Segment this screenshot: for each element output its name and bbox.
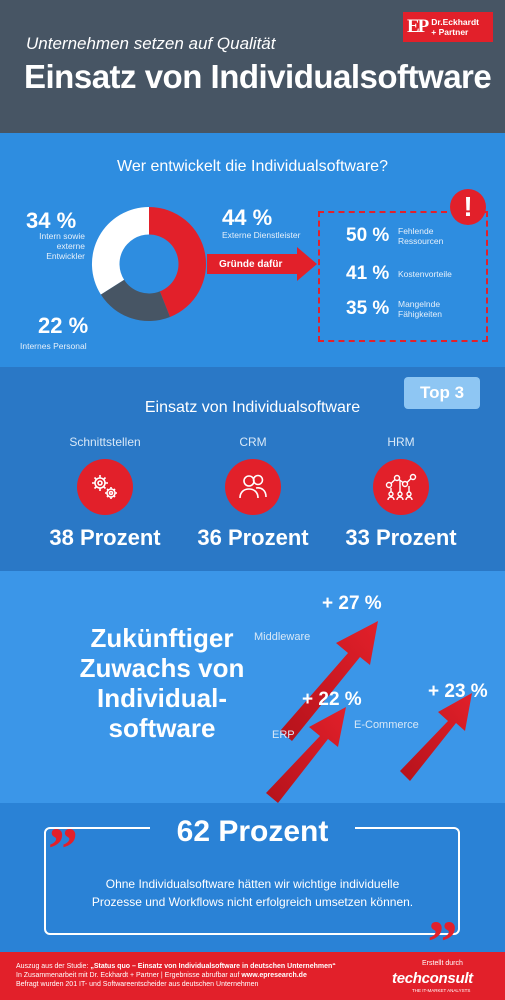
growth-pct: + 23 % [428, 681, 488, 702]
top3-item-value: 33 Prozent [345, 525, 457, 550]
developer-section: Wer entwickelt die Individualsoftware? 3… [0, 133, 505, 367]
donut-chart [91, 206, 207, 322]
footer-line: Befragt wurden 201 IT- und Softwareentsc… [16, 981, 259, 988]
footer-line1-prefix: Auszug aus der Studie: [16, 963, 91, 970]
arrow-head-icon [297, 247, 317, 281]
reasons-arrow: Gründe dafür [207, 254, 299, 274]
techconsult-logo: techconsult [392, 970, 473, 987]
developer-section-title: Wer entwickelt die Individualsoftware? [117, 158, 388, 175]
reason-item: 41 % Kostenvorteile [346, 263, 452, 285]
people-icon [225, 459, 281, 515]
growth-label: Middleware [254, 631, 311, 643]
reason-pct: 41 % [346, 263, 390, 284]
donut-segment-internal [100, 279, 170, 322]
title-line: software [108, 713, 216, 743]
segment-external-label: Externe Dienstleister [222, 230, 301, 240]
growth-pct: + 27 % [322, 593, 382, 614]
top3-item-value: 36 Prozent [197, 525, 309, 550]
top3-item-label: HRM [387, 435, 415, 449]
label-line: externe [56, 241, 85, 251]
top3-title: Einsatz von Individualsoftware [144, 399, 361, 416]
footer-line: Auszug aus der Studie: „Status quo – Ein… [16, 962, 336, 971]
growth-title: Zukünftiger Zuwachs von Individual- soft… [62, 623, 262, 743]
reasons-box [318, 211, 488, 342]
segment-external-internal-label: Intern sowie externe Entwickler [20, 231, 85, 261]
segment-external-internal-pct: 34 % [26, 208, 77, 233]
quote-line: Prozesse und Workflows nicht erfolgreich… [91, 895, 414, 909]
reason-label: Mangelnde Fähigkeiten [398, 299, 442, 319]
reason-pct: 50 % [346, 225, 390, 246]
top3-badge: Top 3 [404, 377, 480, 409]
page-subtitle: Unternehmen setzen auf Qualität [26, 34, 276, 53]
close-quote-icon: „ [428, 878, 458, 944]
label-line: Intern sowie [39, 231, 85, 241]
quote-text: Ohne Individualsoftware hätten wir wicht… [50, 875, 455, 911]
label-line: Fehlende [398, 226, 434, 236]
open-quote-icon: ” [48, 816, 78, 882]
techconsult-tagline: THE IT-MARKET ANALYSTS [412, 988, 471, 993]
exclamation-icon: ! [450, 189, 486, 225]
footer-source: Auszug aus der Studie: „Status quo – Ein… [16, 962, 336, 989]
quote-line: Ohne Individualsoftware hätten wir wicht… [105, 877, 400, 891]
segment-external-pct: 44 % [222, 205, 273, 230]
quote-section: ” „ 62 Prozent Ohne Individualsoftware h… [0, 803, 505, 952]
growth-label: E-Commerce [354, 719, 419, 731]
top3-item-label: CRM [239, 435, 267, 449]
footer-line2-prefix: In Zusammenarbeit mit Dr. Eckhardt + Par… [16, 972, 242, 979]
logo: EP Dr.Eckhardt + Partner [403, 12, 493, 42]
top3-item-label: Schnittstellen [69, 435, 141, 449]
top3-item: CRM 36 Prozent [178, 435, 328, 551]
page-title: Einsatz von Individualsoftware [24, 58, 492, 95]
arrow-up-right-icon [280, 621, 378, 741]
segment-internal-label: Internes Personal [20, 341, 87, 351]
label-line: Entwickler [46, 251, 85, 261]
logo-text: Dr.Eckhardt + Partner [431, 17, 479, 37]
reason-item: 35 % Mangelnde Fähigkeiten [346, 298, 442, 320]
title-line: Zuwachs von [79, 653, 245, 683]
donut-segments [91, 206, 207, 322]
logo-line1: Dr.Eckhardt [431, 17, 479, 27]
title-line: Individual- [97, 683, 227, 713]
top3-section: Top 3 Einsatz von Individualsoftware Sch… [0, 367, 505, 571]
reason-label: Kostenvorteile [398, 269, 452, 279]
network-icon [373, 459, 429, 515]
reason-item: 50 % Fehlende Ressourcen [346, 225, 443, 247]
donut-segment-mixed [91, 206, 149, 295]
label-line: Fähigkeiten [398, 309, 442, 319]
logo-mark: EP [407, 16, 429, 37]
quote-headline: 62 Prozent [150, 813, 355, 851]
arrow-up-right-icon [266, 707, 346, 803]
footer-created-by: Erstellt durch [422, 960, 463, 967]
top3-item: Schnittstellen 38 Prozent [30, 435, 180, 551]
label-line: Ressourcen [398, 236, 444, 246]
logo-line2: + Partner [431, 27, 469, 37]
arrow-up-right-icon [400, 693, 472, 781]
footer-line: In Zusammenarbeit mit Dr. Eckhardt + Par… [16, 971, 336, 980]
growth-label: ERP [272, 729, 295, 741]
donut-segment-external [149, 206, 207, 318]
reason-pct: 35 % [346, 298, 390, 319]
top3-item: HRM 33 Prozent [326, 435, 476, 551]
footer: Auszug aus der Studie: „Status quo – Ein… [0, 952, 505, 1000]
label-line: Mangelnde [398, 299, 441, 309]
growth-section: Zukünftiger Zuwachs von Individual- soft… [0, 571, 505, 803]
header: EP Dr.Eckhardt + Partner Unternehmen set… [0, 0, 505, 133]
segment-internal-pct: 22 % [38, 313, 89, 338]
growth-arrows [266, 621, 472, 803]
growth-pct: + 22 % [302, 689, 362, 710]
footer-url-link[interactable]: www.epresearch.de [241, 972, 307, 979]
top3-item-value: 38 Prozent [49, 525, 161, 550]
title-line: Zukünftiger [90, 623, 234, 653]
gears-icon [77, 459, 133, 515]
reason-label: Fehlende Ressourcen [398, 226, 443, 246]
footer-study-title: „Status quo – Einsatz von Individualsoft… [90, 963, 336, 970]
